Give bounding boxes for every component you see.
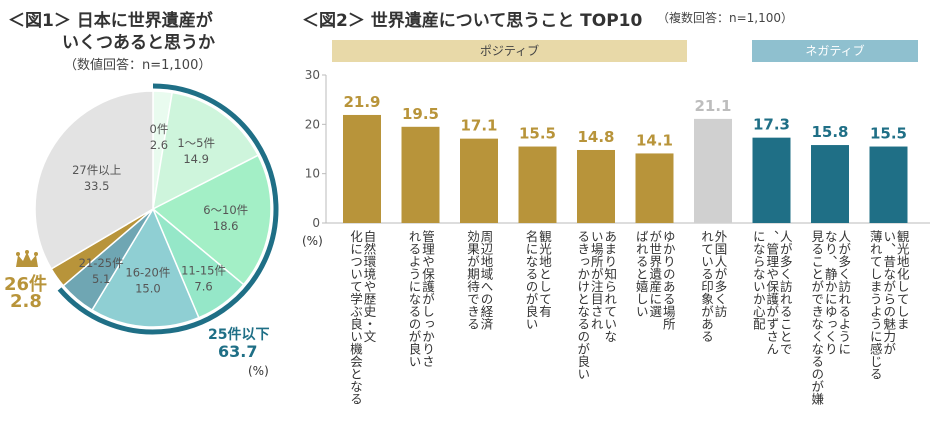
fig1-title-line1: ＜図1＞ 日本に世界遺産が (8, 11, 213, 31)
bar-value-label: 21.9 (343, 93, 380, 111)
fig1-unit: (%) (248, 364, 269, 378)
pie-highlight-arc (57, 83, 279, 335)
bar-value-label: 15.5 (519, 125, 556, 143)
category-label: 人が多く訪れることで 、管理や保護がずさん にならないか心配 (750, 230, 793, 355)
category-label: 観光地として有 名になるのが良い (523, 230, 553, 330)
pie-slice-value: 15.0 (135, 282, 161, 296)
category-label: 観光地化してしま い、昔ながらの魅力が 薄れてしまうように感じる (867, 230, 910, 380)
bar (694, 118, 732, 223)
fig2-subtitle: （複数回答：n=1,100） (657, 11, 794, 25)
category-label: 周辺地域への経済 効果が期待できる (465, 230, 494, 330)
highlight-label: 25件以下 (208, 327, 270, 343)
pie-slice-label: 21-25件 (79, 256, 124, 270)
pie-slice-label: 6～10件 (203, 203, 248, 217)
category-label: 管理や保護がしっかりさ れるようになるのが良い (406, 230, 436, 368)
bar-value-label: 15.8 (811, 123, 848, 141)
bar-chart: 0 10 20 30 21.9 19.5 17.1 15.5 14.8 14.1 21.1 17.3… (305, 68, 930, 230)
fig1-title-line2: いくつあると思うか (62, 33, 215, 53)
highlight-value: 63.7 (218, 342, 258, 361)
bar-value-label: 17.3 (753, 116, 790, 134)
category-label: ゆかりのある場所 が世界遺産に選 ばれると嬉しい (633, 230, 676, 330)
pie-chart: 0件 2.6 1～5件 14.9 6～10件 18.6 11-15件 7.6 16-20件 15.… (34, 83, 279, 335)
pie-slice-value: 18.6 (213, 219, 239, 233)
pie-slice-value: 7.6 (194, 279, 212, 293)
fig2-title: ＜図2＞ 世界遺産について思うこと TOP10 (302, 11, 643, 31)
pie-slice (34, 90, 154, 270)
bar (401, 126, 440, 223)
pie-slice-value: 2.6 (150, 138, 168, 152)
category-label: 人が多く訪れるように なり、静かにゆっくり 見ることができなくなるのが嫌 (809, 230, 852, 405)
bar (752, 137, 791, 223)
pie-slice-label: 1～5件 (177, 136, 215, 150)
bar-value-label: 17.1 (460, 117, 497, 135)
bar-value-label: 14.8 (577, 128, 614, 146)
bar (811, 145, 849, 223)
bar-value-label: 21.1 (694, 97, 731, 115)
bar (635, 153, 674, 223)
category-label: あまり知られていな い場所が注目され るきっかけとなるのが良い (575, 230, 618, 380)
fig1-subtitle: （数値回答：n=1,100） (64, 58, 212, 73)
category-label: 外国人が多く訪 れている印象がある (699, 230, 728, 343)
crown-icon (16, 250, 38, 267)
bar-value-label: 19.5 (402, 105, 439, 123)
bar (869, 146, 908, 223)
positive-band: ポジティブ (332, 40, 687, 62)
y-tick-label: 10 (305, 167, 320, 181)
pie-slice-value: 14.9 (183, 152, 209, 166)
crown-label: 26件 (4, 274, 48, 295)
bar-value-label: 15.5 (870, 125, 907, 143)
y-tick-label: 30 (305, 68, 320, 82)
pie-slice-label: 16-20件 (125, 266, 170, 280)
bar (343, 114, 381, 223)
pie-slice (152, 91, 260, 211)
pie-slice-label: 0件 (150, 122, 169, 136)
y-tick-label: 20 (305, 117, 320, 131)
bar (577, 149, 615, 223)
fig2-unit: (%) (302, 234, 323, 248)
negative-band: ネガティブ (752, 40, 918, 62)
pie-slice-value: 5.1 (92, 272, 110, 286)
pie-slice-label: 27件以上 (72, 163, 121, 177)
pie-slice (91, 207, 200, 328)
category-label: 自然環境や歴史・文 化について学ぶ良い機会となる (348, 230, 377, 405)
bar-value-label: 14.1 (636, 131, 673, 149)
pie-slice-value: 33.5 (84, 179, 110, 193)
bar (460, 138, 498, 223)
pie-slice (151, 154, 272, 286)
pie-slice-label: 11-15件 (181, 263, 226, 277)
y-tick-label: 0 (312, 216, 320, 230)
bar (518, 146, 557, 223)
crown-value: 2.8 (10, 291, 42, 312)
